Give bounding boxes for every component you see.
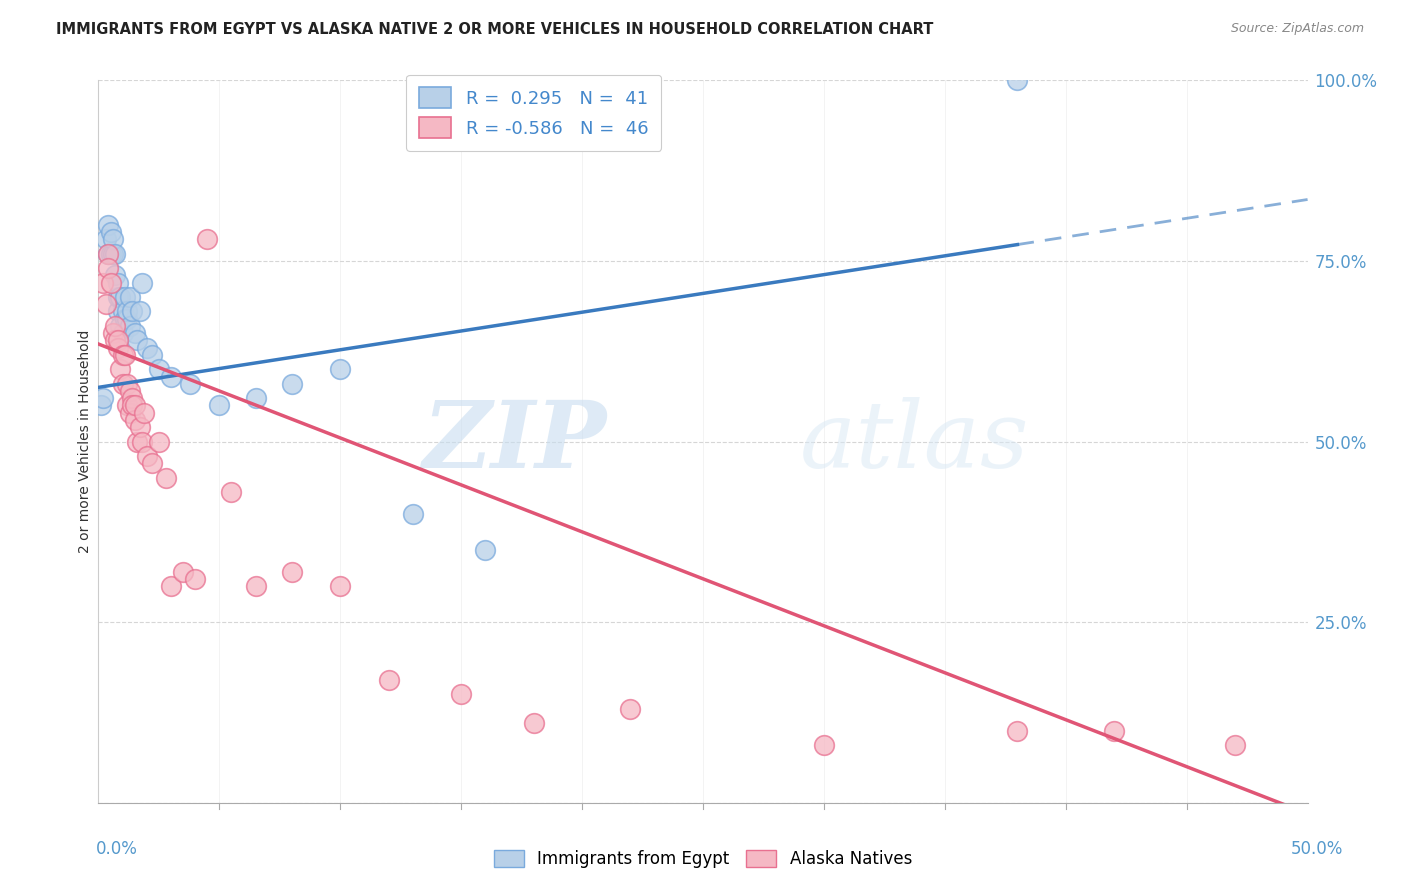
Point (121, 398, 143, 412)
Point (148, 362, 170, 376)
Point (108, 318, 131, 333)
Text: ZIP: ZIP (422, 397, 606, 486)
Text: IMMIGRANTS FROM EGYPT VS ALASKA NATIVE 2 OR MORE VEHICLES IN HOUSEHOLD CORRELATI: IMMIGRANTS FROM EGYPT VS ALASKA NATIVE 2… (56, 22, 934, 37)
Point (107, 276, 129, 290)
Point (195, 232, 218, 246)
Point (124, 326, 146, 340)
Point (141, 456, 163, 470)
Point (104, 318, 127, 333)
Point (108, 362, 131, 376)
Point (100, 246, 122, 260)
Point (135, 341, 157, 355)
Point (128, 420, 150, 434)
Point (101, 246, 124, 260)
Point (813, 738, 835, 752)
Legend: R =  0.295   N =  41, R = -0.586   N =  46: R = 0.295 N = 41, R = -0.586 N = 46 (406, 75, 661, 151)
Point (131, 276, 153, 290)
Point (94, 232, 117, 246)
Point (117, 376, 139, 391)
Point (184, 572, 207, 586)
Point (329, 579, 352, 593)
Point (107, 304, 129, 318)
Point (111, 348, 134, 362)
Point (117, 398, 139, 412)
Y-axis label: 2 or more Vehicles in Household: 2 or more Vehicles in Household (79, 330, 93, 553)
Point (101, 232, 124, 246)
Point (101, 326, 124, 340)
Point (221, 485, 243, 500)
Point (100, 225, 122, 239)
Point (97, 218, 120, 232)
Point (134, 406, 156, 420)
Point (118, 318, 141, 333)
Text: atlas: atlas (800, 397, 1029, 486)
Point (148, 434, 170, 449)
Point (111, 326, 134, 340)
Text: Source: ZipAtlas.com: Source: ZipAtlas.com (1230, 22, 1364, 36)
Point (474, 542, 496, 557)
Point (111, 304, 134, 318)
Point (91, 391, 114, 405)
Point (91, 276, 114, 290)
Point (523, 716, 546, 731)
Point (281, 565, 304, 579)
Point (117, 304, 139, 318)
Point (104, 268, 127, 283)
Point (104, 246, 127, 260)
Point (450, 687, 472, 701)
Point (245, 391, 267, 405)
Point (100, 276, 122, 290)
Point (179, 376, 201, 391)
Point (619, 702, 641, 716)
Point (124, 413, 146, 427)
Point (121, 304, 143, 318)
Point (377, 673, 399, 687)
Text: 50.0%: 50.0% (1291, 840, 1343, 858)
Point (1007, 723, 1029, 738)
Point (97, 246, 120, 260)
Point (172, 565, 194, 579)
Point (114, 348, 136, 362)
Point (94, 297, 117, 311)
Point (1223, 738, 1246, 752)
Point (160, 579, 183, 593)
Point (121, 391, 143, 405)
Point (329, 362, 352, 376)
Point (128, 304, 150, 318)
Point (160, 369, 183, 384)
Point (107, 341, 129, 355)
Point (141, 348, 163, 362)
Point (281, 376, 304, 391)
Point (108, 290, 131, 304)
Point (107, 290, 129, 304)
Point (245, 579, 267, 593)
Point (118, 384, 141, 398)
Text: 0.0%: 0.0% (96, 840, 138, 858)
Point (118, 406, 141, 420)
Point (104, 334, 127, 348)
Point (114, 290, 136, 304)
Point (117, 311, 139, 326)
Point (1007, 73, 1029, 87)
Point (127, 334, 149, 348)
Point (155, 470, 177, 484)
Point (208, 398, 231, 412)
Point (97, 246, 120, 260)
Point (118, 290, 141, 304)
Point (135, 449, 157, 463)
Point (111, 376, 134, 391)
Point (402, 507, 425, 521)
Legend: Immigrants from Egypt, Alaska Natives: Immigrants from Egypt, Alaska Natives (488, 843, 918, 875)
Point (124, 398, 146, 412)
Point (97, 261, 120, 276)
Point (107, 334, 129, 348)
Point (90, 398, 112, 412)
Point (114, 311, 136, 326)
Point (127, 434, 149, 449)
Point (131, 434, 153, 449)
Point (1102, 723, 1125, 738)
